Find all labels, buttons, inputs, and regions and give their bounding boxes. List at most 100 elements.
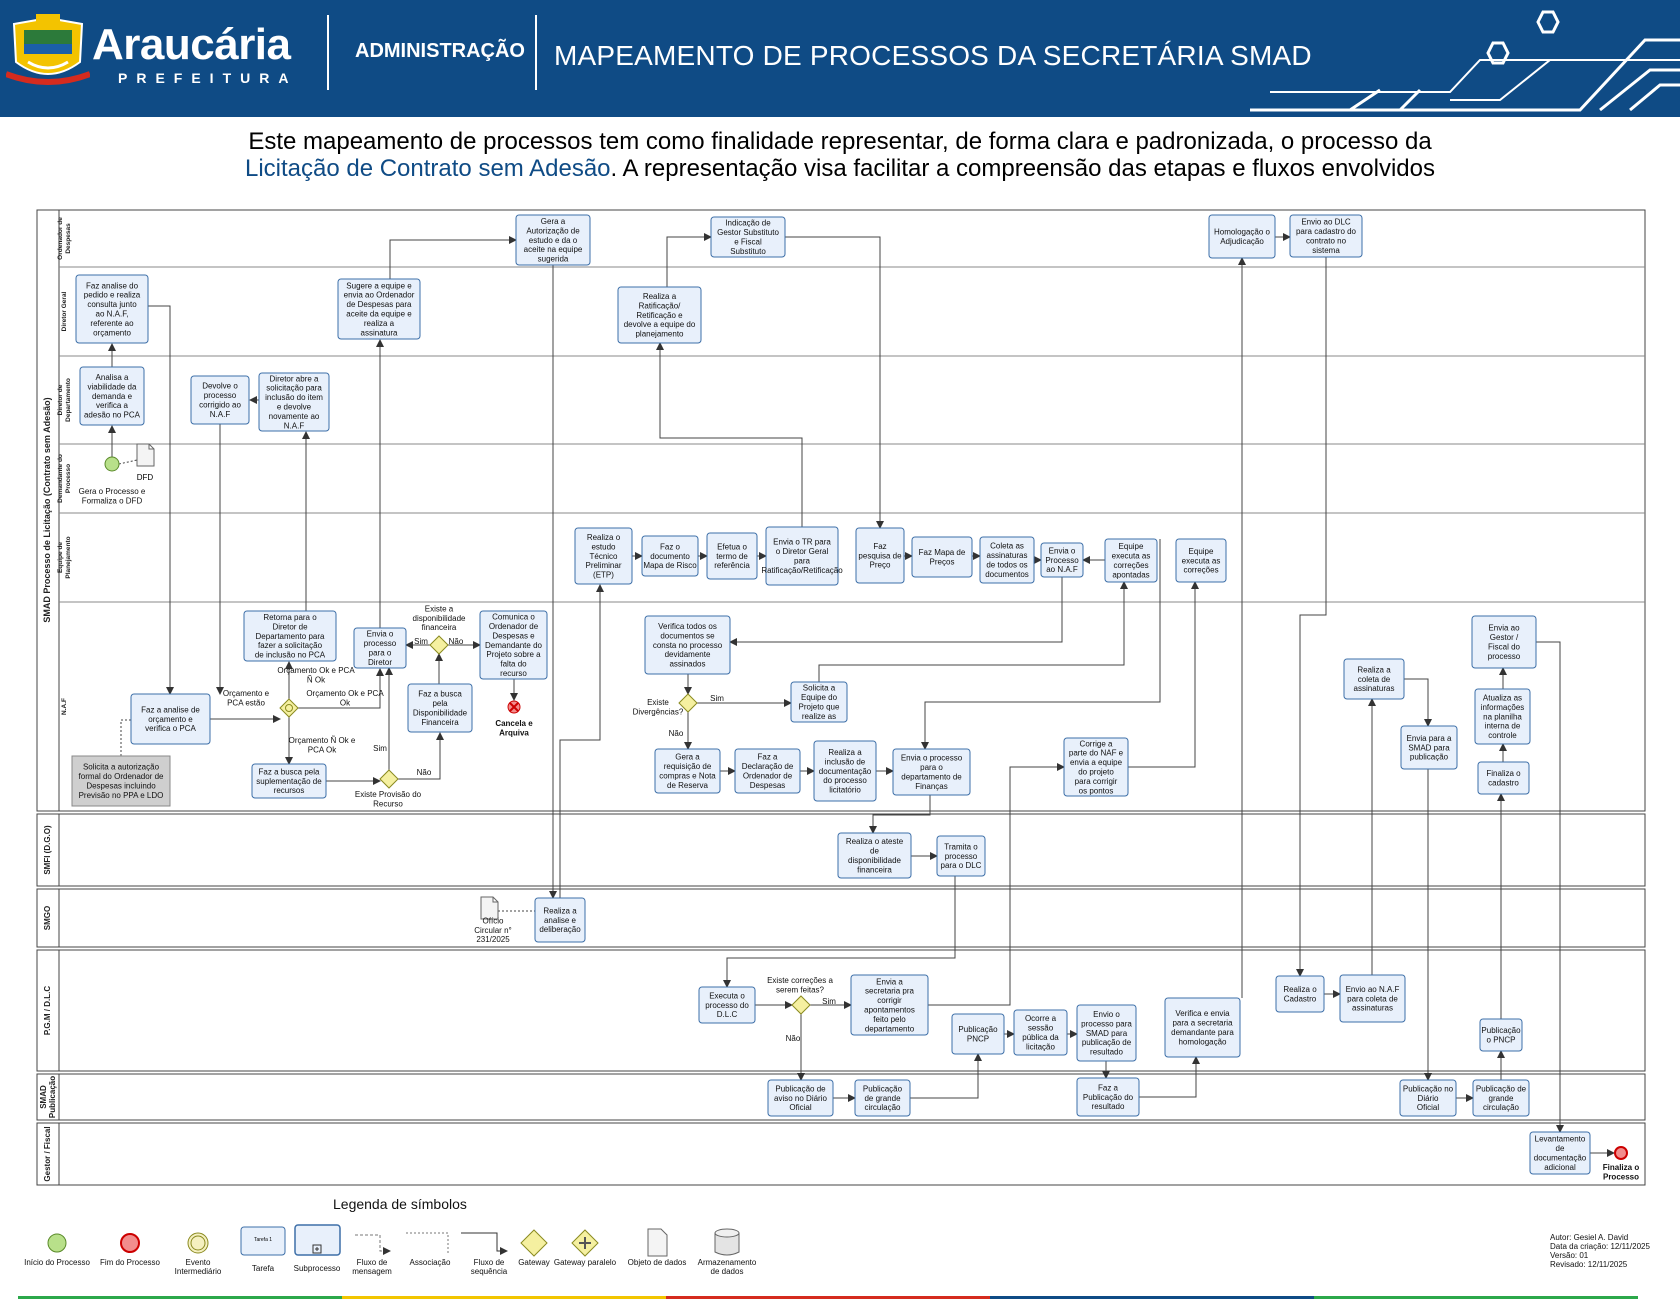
cancel-event-label: Cancela e Arquiva <box>495 719 533 737</box>
legend-item-label: Fluxo de mensagem <box>352 1258 392 1276</box>
association <box>118 459 138 465</box>
task-label: Executa o processo do D.L.C <box>705 991 749 1019</box>
task-t-busca-disponibilidade <box>407 683 473 733</box>
flow-corrige-equipe <box>1128 581 1199 768</box>
task-label: Realiza a coleta de assinaturas <box>1354 665 1395 693</box>
task-t-corrige-naf <box>1063 737 1129 797</box>
lane <box>36 813 1646 887</box>
task-t-sessao-publica <box>1013 1009 1068 1056</box>
lane-label: SMFI (D.G.O) <box>43 825 52 875</box>
task-label: Equipe executa as correções apontadas <box>1112 542 1151 579</box>
pool-main <box>36 209 1646 812</box>
legend-item-label: Tarefa <box>252 1264 275 1273</box>
task-label: Envia o Processo ao N.A.F <box>1045 546 1079 574</box>
task-label: Faz a busca pela suplementação de recursos <box>256 767 322 795</box>
legend-gateway-icon <box>520 1229 548 1257</box>
task-t-envia-financas <box>892 748 971 796</box>
task-label: Faz a busca pela Disponibilidade Financeira <box>413 690 468 727</box>
task-label: Publicação o PNCP <box>1481 1026 1521 1044</box>
task-t-publicacao-pncp <box>951 1013 1005 1055</box>
task-t-termo-referencia <box>706 532 758 580</box>
gateway-provisao <box>379 769 399 789</box>
task-t-pub-resultado <box>1076 1077 1140 1117</box>
end-event <box>1614 1146 1628 1160</box>
task-label: Diretor abre a solicitação para inclusão d… <box>265 374 323 430</box>
legend-end-icon <box>120 1233 140 1253</box>
gateway-label: Não <box>786 1034 801 1043</box>
gateway-disponibilidade <box>429 635 449 655</box>
task-t-levantamento <box>1529 1131 1591 1175</box>
task-t-envio-naf-assinaturas <box>1339 974 1406 1023</box>
task-t-pub-grande-circ2 <box>1472 1079 1530 1117</box>
task-label: Envio ao N.A.F para coleta de assinaturas <box>1346 985 1400 1013</box>
task-label: Realiza o ateste de disponibilidade finance… <box>846 837 904 874</box>
flow-pedido-naf <box>148 305 174 695</box>
legend-plus-icon <box>315 1247 319 1251</box>
task-t-equipe-executa <box>1175 538 1227 583</box>
logo-subtitle: PREFEITURA <box>118 70 298 86</box>
task-label: Faz o documento Mapa de Risco <box>643 542 697 570</box>
task-label: Envia o processo para o departamento de Fin… <box>901 754 963 791</box>
task-label: Envia o processo para o Diretor <box>364 630 397 667</box>
flow-sugere-gera <box>389 236 517 279</box>
flow-equipe-financas <box>921 539 1161 750</box>
task-t-executa-dlc <box>698 986 756 1024</box>
task-label: Faz a analise de orçamento e verifica o PC… <box>141 705 200 733</box>
note-solicita-autorizacao <box>71 755 171 807</box>
task-t-envia-diretor <box>353 627 407 669</box>
task-t-coleta-assinaturas-eq <box>979 536 1035 584</box>
legend-item-label: Objeto de dados <box>628 1258 687 1267</box>
gateway-label: Existe correções a serem feitas? <box>767 976 833 994</box>
task-label: Publicação PNCP <box>958 1025 998 1043</box>
task-label: Publicação de grande circulação <box>1476 1084 1527 1112</box>
task-label: Faz analise do pedido e realiza consulta j… <box>84 281 141 337</box>
flow-coleta-envia-smad <box>1404 678 1432 727</box>
flow-envio-cadastro <box>1296 257 1327 977</box>
task-t-pesquisa-preco <box>855 527 905 584</box>
flow-provisao-busca <box>398 732 444 780</box>
flow-solicita-equipe <box>818 581 1128 682</box>
task-label: Efetua o termo de referência <box>714 542 750 570</box>
legend-subprocess-marker-icon <box>312 1244 322 1254</box>
gateway-label: Existe a disponibilidade financeira <box>413 604 466 632</box>
lane-label: P.G.M / D.L.C <box>43 986 52 1035</box>
intro-text: Este mapeamento de processos tem como fi… <box>0 128 1680 182</box>
task-t-envio-smad-resultado <box>1076 1004 1137 1062</box>
gateway-label: Sim <box>822 997 836 1006</box>
task-label: Publicação no Diário Oficial <box>1403 1084 1454 1112</box>
legend-subprocess-icon <box>294 1224 341 1256</box>
task-t-coleta-assinaturas-naf <box>1343 658 1405 700</box>
logo-name: Araucária <box>92 20 291 69</box>
header-section: ADMINISTRAÇÃO <box>355 40 525 62</box>
task-t-retorna-diretor <box>243 610 337 662</box>
task-label: Devolve o processo corrigido ao N.A.F <box>199 382 241 419</box>
flow-gw-envia-diretor <box>298 668 384 709</box>
flow-financas-ateste <box>869 795 931 834</box>
oficio-document-icon <box>480 896 499 920</box>
task-t-envia-smad <box>1400 725 1458 770</box>
start-event <box>104 456 120 472</box>
task-label: Retorna para o Diretor de Departamento par… <box>255 613 326 660</box>
task-label: Solicita a Equipe do Projeto que realize as <box>799 684 840 721</box>
gateway-label: Sim <box>373 744 387 753</box>
task-t-finaliza-cadastro <box>1477 761 1530 795</box>
intro-line-2: Licitação de Contrato sem Adesão. A repr… <box>0 155 1680 182</box>
task-label: Faz a Declaração de Ordenador de Despesas <box>742 753 794 790</box>
task-t-solicita-equipe <box>790 681 848 723</box>
task-t-devolve-processo <box>190 375 250 425</box>
legend-association-icon <box>406 1232 449 1253</box>
task-label: Realiza a Ratificação/Retificação e devolv… <box>624 292 696 339</box>
task-label: Gera a Autorização de estudo e da o aceite … <box>524 217 583 264</box>
cancel-x-icon <box>509 702 519 712</box>
gateway-label: Não <box>417 768 432 777</box>
task-label: Envia o TR para o Diretor Geral para Ratifi… <box>761 538 843 575</box>
gateway-label: Orçamento e PCA estão <box>223 689 270 707</box>
legend-item-label: Subprocesso <box>294 1264 341 1273</box>
lane <box>36 949 1646 1072</box>
task-label: Publicação de aviso no Diário Oficial <box>774 1084 827 1112</box>
legend-message-flow-icon <box>355 1234 391 1255</box>
task-label: Faz a Publicação do resultado <box>1083 1083 1134 1111</box>
flow-tramita-executa <box>723 876 956 988</box>
dfd-label: DFD <box>137 473 154 482</box>
task-label: Sugere a equipe e envia ao Ordenador de De… <box>344 281 415 337</box>
